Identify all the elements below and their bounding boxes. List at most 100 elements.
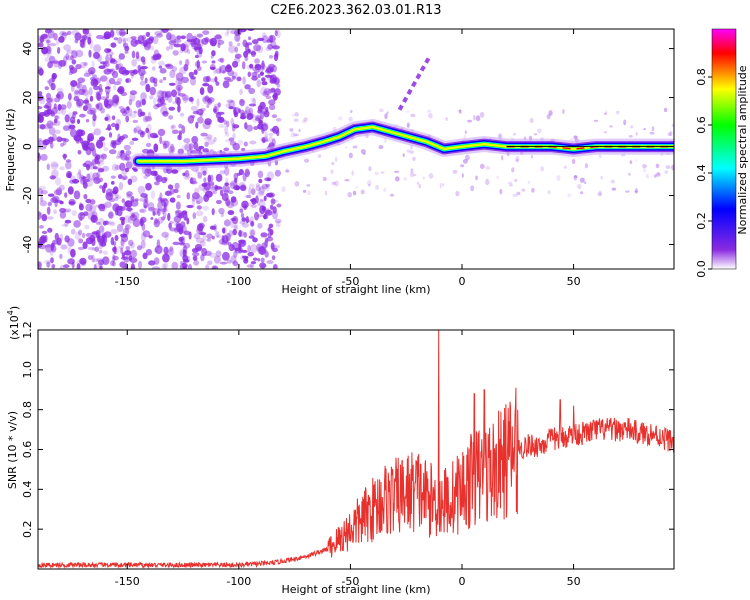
- heatmap-speckle: [213, 105, 218, 114]
- heatmap-speckle: [47, 216, 54, 220]
- heatmap-speckle: [293, 133, 298, 137]
- heatmap-speckle: [294, 112, 299, 117]
- heatmap-speckle: [598, 190, 603, 197]
- heatmap-speckle: [153, 257, 160, 265]
- heatmap-speckle: [405, 110, 410, 113]
- heatmap-speckle: [76, 98, 84, 107]
- heatmap-speckle: [181, 210, 188, 215]
- heatmap-speckle: [248, 187, 252, 196]
- heatmap-speckle: [600, 175, 603, 180]
- heatmap-speckle: [140, 92, 147, 101]
- heatmap-speckle: [211, 208, 215, 216]
- heatmap-speckle: [147, 130, 151, 140]
- heatmap-speckle: [46, 261, 51, 268]
- heatmap-speckle: [247, 48, 251, 54]
- heatmap-speckle: [76, 172, 82, 180]
- heatmap-speckle: [69, 128, 77, 138]
- heatmap-speckle: [202, 30, 210, 35]
- heatmap-speckle: [111, 115, 116, 121]
- heatmap-speckle: [238, 239, 246, 244]
- heatmap-speckle: [206, 104, 210, 108]
- heatmap-speckle: [228, 41, 233, 47]
- heatmap-speckle: [66, 173, 70, 179]
- heatmap-speckle: [38, 261, 42, 269]
- heatmap-speckle: [360, 149, 366, 154]
- heatmap-speckle: [108, 132, 113, 138]
- heatmap-speckle: [154, 245, 163, 255]
- heatmap-speckle: [168, 106, 175, 111]
- heatmap-speckle: [88, 177, 94, 182]
- heatmap-speckle: [403, 177, 408, 181]
- heatmap-speckle: [130, 266, 136, 269]
- heatmap-speckle: [162, 111, 169, 115]
- heatmap-speckle: [230, 198, 239, 207]
- heatmap-speckle: [129, 90, 137, 96]
- heatmap-speckle: [195, 210, 204, 217]
- heatmap-speckle: [121, 218, 125, 226]
- heatmap-speckle: [181, 125, 186, 134]
- heatmap-speckle: [240, 109, 245, 118]
- heatmap-speckle: [105, 91, 110, 99]
- heatmap-speckle: [85, 89, 90, 98]
- heatmap-speckle: [571, 158, 576, 164]
- heatmap-speckle: [159, 136, 163, 145]
- heatmap-speckle: [205, 264, 210, 269]
- heatmap-speckle: [216, 234, 221, 239]
- heatmap-speckle: [54, 115, 60, 120]
- heatmap-speckle: [103, 98, 109, 108]
- heatmap-speckle: [266, 39, 272, 43]
- heatmap-speckle: [38, 185, 47, 190]
- heatmap-speckle: [46, 79, 52, 84]
- heatmap-speckle: [263, 195, 267, 202]
- heatmap-speckle: [218, 239, 225, 245]
- heatmap-speckle: [182, 96, 188, 104]
- heatmap-speckle: [38, 118, 42, 122]
- heatmap-speckle: [117, 37, 123, 44]
- heatmap-speckle: [231, 75, 236, 80]
- heatmap-speckle: [110, 58, 116, 63]
- heatmap-speckle: [256, 79, 262, 88]
- heatmap-speckle: [96, 154, 105, 163]
- heatmap-speckle: [496, 175, 499, 180]
- heatmap-speckle: [183, 138, 191, 144]
- heatmap-speckle: [218, 66, 222, 74]
- y-tick-label: 0.6: [21, 441, 34, 459]
- heatmap-speckle: [257, 109, 262, 114]
- heatmap-speckle: [73, 220, 81, 228]
- heatmap-speckle: [384, 113, 388, 120]
- heatmap-speckle: [153, 219, 160, 228]
- heatmap-speckle: [178, 123, 183, 129]
- colorbar-tick-label: 0.2: [695, 212, 708, 230]
- heatmap-speckle: [92, 172, 100, 181]
- heatmap-speckle: [266, 185, 270, 192]
- heatmap-speckle: [225, 198, 231, 207]
- heatmap-speckle: [169, 197, 176, 203]
- heatmap-speckle: [58, 36, 65, 43]
- heatmap-speckle: [331, 181, 336, 185]
- heatmap-speckle: [145, 127, 149, 133]
- heatmap-speckle: [219, 187, 223, 192]
- heatmap-speckle: [164, 90, 173, 98]
- heatmap-speckle: [202, 120, 211, 130]
- heatmap-speckle: [531, 187, 535, 193]
- heatmap-speckle: [241, 222, 249, 228]
- heatmap-speckle: [94, 246, 100, 252]
- heatmap-speckle: [573, 175, 578, 181]
- heatmap-speckle: [261, 206, 267, 212]
- heatmap-speckle: [47, 136, 55, 143]
- heatmap-speckle: [239, 208, 244, 213]
- heatmap-speckle: [78, 169, 82, 176]
- heatmap-speckle: [263, 213, 267, 220]
- heatmap-speckle: [69, 179, 76, 184]
- heatmap-speckle: [127, 178, 133, 185]
- heatmap-speckle: [485, 180, 490, 186]
- heatmap-speckle: [144, 116, 153, 122]
- heatmap-speckle: [540, 166, 544, 172]
- heatmap-speckle: [103, 231, 112, 238]
- heatmap-speckle: [655, 163, 660, 169]
- heatmap-speckle: [196, 43, 202, 50]
- heatmap-speckle: [203, 177, 207, 184]
- heatmap-speckle: [104, 220, 109, 226]
- heatmap-speckle: [148, 36, 155, 41]
- heatmap-speckle: [121, 252, 125, 259]
